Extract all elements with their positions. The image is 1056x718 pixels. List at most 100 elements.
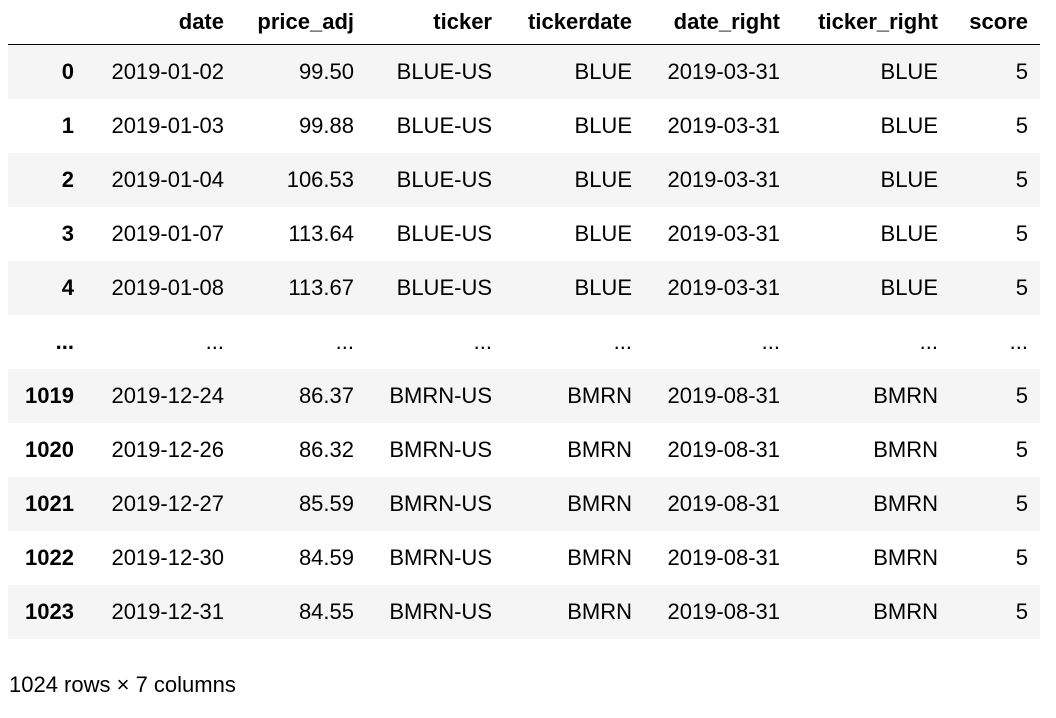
cell-ticker: BLUE-US [396, 112, 492, 138]
column-header-score: score [950, 0, 1040, 45]
cell-ticker: BLUE-US [396, 166, 492, 192]
cell-ticker-right: BMRN [873, 382, 938, 408]
row-index: 1019 [25, 382, 74, 408]
cell-price-adj: 86.32 [298, 436, 354, 462]
cell-score: 5 [1015, 598, 1028, 624]
column-header-price-adj: price_adj [236, 0, 366, 45]
cell-price-adj: 113.67 [288, 274, 354, 300]
cell-date: 2019-01-08 [111, 274, 224, 300]
cell-price-adj: 84.55 [298, 598, 354, 624]
cell-score: 5 [1015, 220, 1028, 246]
cell-date-right: 2019-08-31 [667, 490, 780, 516]
dataframe-shape-text: 1024 rows × 7 columns [9, 672, 236, 697]
cell-score: 5 [1015, 274, 1028, 300]
cell-date-right: 2019-03-31 [667, 112, 780, 138]
column-header-tickerdate: tickerdate [504, 0, 644, 45]
cell-price-adj: 86.37 [298, 382, 354, 408]
column-header-date: date [86, 0, 236, 45]
column-header-ticker-right: ticker_right [792, 0, 950, 45]
cell-ticker-right: BMRN [873, 544, 938, 570]
cell-date-right: 2019-08-31 [667, 382, 780, 408]
cell-price-adj: 84.59 [298, 544, 354, 570]
column-header-date-right: date_right [644, 0, 792, 45]
table-row: 1022 2019-12-30 84.59 BMRN-US BMRN 2019-… [8, 531, 1040, 585]
cell-ticker: ... [473, 328, 492, 354]
row-index: 2 [61, 166, 74, 192]
cell-score: 5 [1015, 382, 1028, 408]
cell-ticker-right: BMRN [873, 436, 938, 462]
cell-date: 2019-12-31 [111, 598, 224, 624]
cell-ticker-right: BMRN [873, 598, 938, 624]
cell-price-adj: 99.88 [298, 112, 354, 138]
cell-tickerdate: BMRN [567, 436, 632, 462]
cell-date: ... [205, 328, 224, 354]
cell-tickerdate: ... [613, 328, 632, 354]
cell-price-adj: 106.53 [286, 166, 354, 192]
cell-tickerdate: BMRN [567, 490, 632, 516]
cell-ticker-right: BMRN [873, 490, 938, 516]
index-header [8, 0, 86, 45]
cell-date-right: ... [761, 328, 780, 354]
cell-date-right: 2019-03-31 [667, 166, 780, 192]
cell-date: 2019-12-24 [111, 382, 224, 408]
cell-ticker: BMRN-US [389, 436, 492, 462]
cell-ticker-right: BLUE [880, 220, 938, 246]
cell-date-right: 2019-08-31 [667, 436, 780, 462]
row-index: 1023 [25, 598, 74, 624]
header-row: date price_adj ticker tickerdate date_ri… [8, 0, 1040, 45]
cell-date-right: 2019-03-31 [667, 220, 780, 246]
cell-score: 5 [1015, 436, 1028, 462]
cell-tickerdate: BMRN [567, 544, 632, 570]
cell-score: 5 [1015, 58, 1028, 84]
cell-score: 5 [1015, 166, 1028, 192]
cell-ticker-right: BLUE [880, 112, 938, 138]
table-row: 1021 2019-12-27 85.59 BMRN-US BMRN 2019-… [8, 476, 1040, 531]
cell-score: 5 [1015, 544, 1028, 570]
row-index: 1022 [25, 544, 74, 570]
cell-ticker-right: BLUE [880, 58, 938, 84]
cell-price-adj: 85.59 [298, 490, 354, 516]
cell-score: ... [1009, 328, 1028, 354]
cell-ticker: BLUE-US [396, 220, 492, 246]
cell-ticker: BMRN-US [389, 382, 492, 408]
cell-price-adj: 99.50 [298, 58, 354, 84]
column-header-ticker: ticker [366, 0, 504, 45]
cell-ticker: BLUE-US [396, 58, 492, 84]
table-row: 4 2019-01-08 113.67 BLUE-US BLUE 2019-03… [8, 260, 1040, 315]
cell-tickerdate: BMRN [567, 382, 632, 408]
cell-tickerdate: BLUE [574, 112, 632, 138]
cell-date: 2019-12-26 [111, 436, 224, 462]
cell-ticker: BMRN-US [389, 544, 492, 570]
dataframe-table: date price_adj ticker tickerdate date_ri… [8, 0, 1040, 639]
cell-date: 2019-12-27 [111, 490, 224, 516]
row-index: 0 [61, 58, 74, 84]
cell-tickerdate: BLUE [574, 58, 632, 84]
cell-ticker: BMRN-US [389, 490, 492, 516]
cell-ticker-right: ... [919, 328, 938, 354]
row-index: 1020 [25, 436, 74, 462]
row-index: ... [55, 328, 74, 354]
row-index: 1021 [25, 490, 74, 516]
cell-date: 2019-01-02 [111, 58, 224, 84]
cell-ticker-right: BLUE [880, 166, 938, 192]
cell-price-adj: 113.64 [288, 220, 354, 246]
cell-ticker: BLUE-US [396, 274, 492, 300]
row-index: 1 [61, 112, 74, 138]
table-row: 0 2019-01-02 99.50 BLUE-US BLUE 2019-03-… [8, 44, 1040, 99]
cell-price-adj: ... [335, 328, 354, 354]
table-row: 1023 2019-12-31 84.55 BMRN-US BMRN 2019-… [8, 584, 1040, 639]
ellipsis-row: ... ... ... ... ... ... ... ... [8, 315, 1040, 369]
row-index: 3 [61, 220, 74, 246]
cell-tickerdate: BLUE [574, 274, 632, 300]
cell-date: 2019-01-03 [111, 112, 224, 138]
table-row: 2 2019-01-04 106.53 BLUE-US BLUE 2019-03… [8, 152, 1040, 207]
cell-tickerdate: BLUE [574, 166, 632, 192]
dataframe-output: date price_adj ticker tickerdate date_ri… [8, 0, 1040, 639]
cell-score: 5 [1015, 490, 1028, 516]
table-row: 1 2019-01-03 99.88 BLUE-US BLUE 2019-03-… [8, 99, 1040, 153]
cell-date-right: 2019-03-31 [667, 274, 780, 300]
cell-ticker-right: BLUE [880, 274, 938, 300]
table-row: 1019 2019-12-24 86.37 BMRN-US BMRN 2019-… [8, 368, 1040, 423]
cell-date-right: 2019-03-31 [667, 58, 780, 84]
cell-date: 2019-01-07 [111, 220, 224, 246]
